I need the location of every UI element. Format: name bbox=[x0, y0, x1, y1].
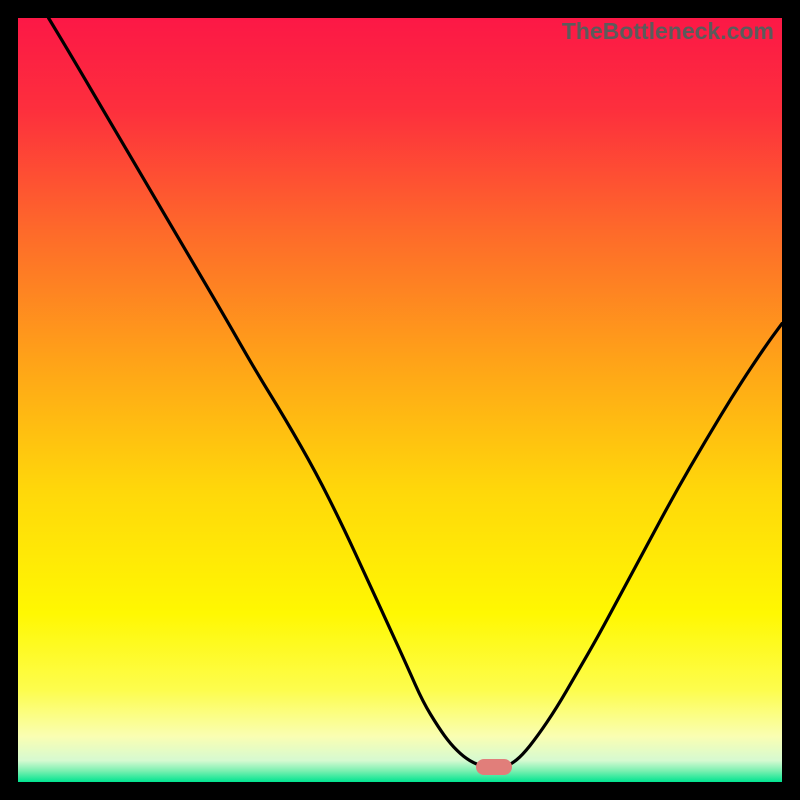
chart-frame: TheBottleneck.com bbox=[0, 0, 800, 800]
plot-area: TheBottleneck.com bbox=[18, 18, 782, 782]
bottleneck-curve bbox=[18, 18, 782, 782]
optimal-marker bbox=[476, 759, 512, 775]
